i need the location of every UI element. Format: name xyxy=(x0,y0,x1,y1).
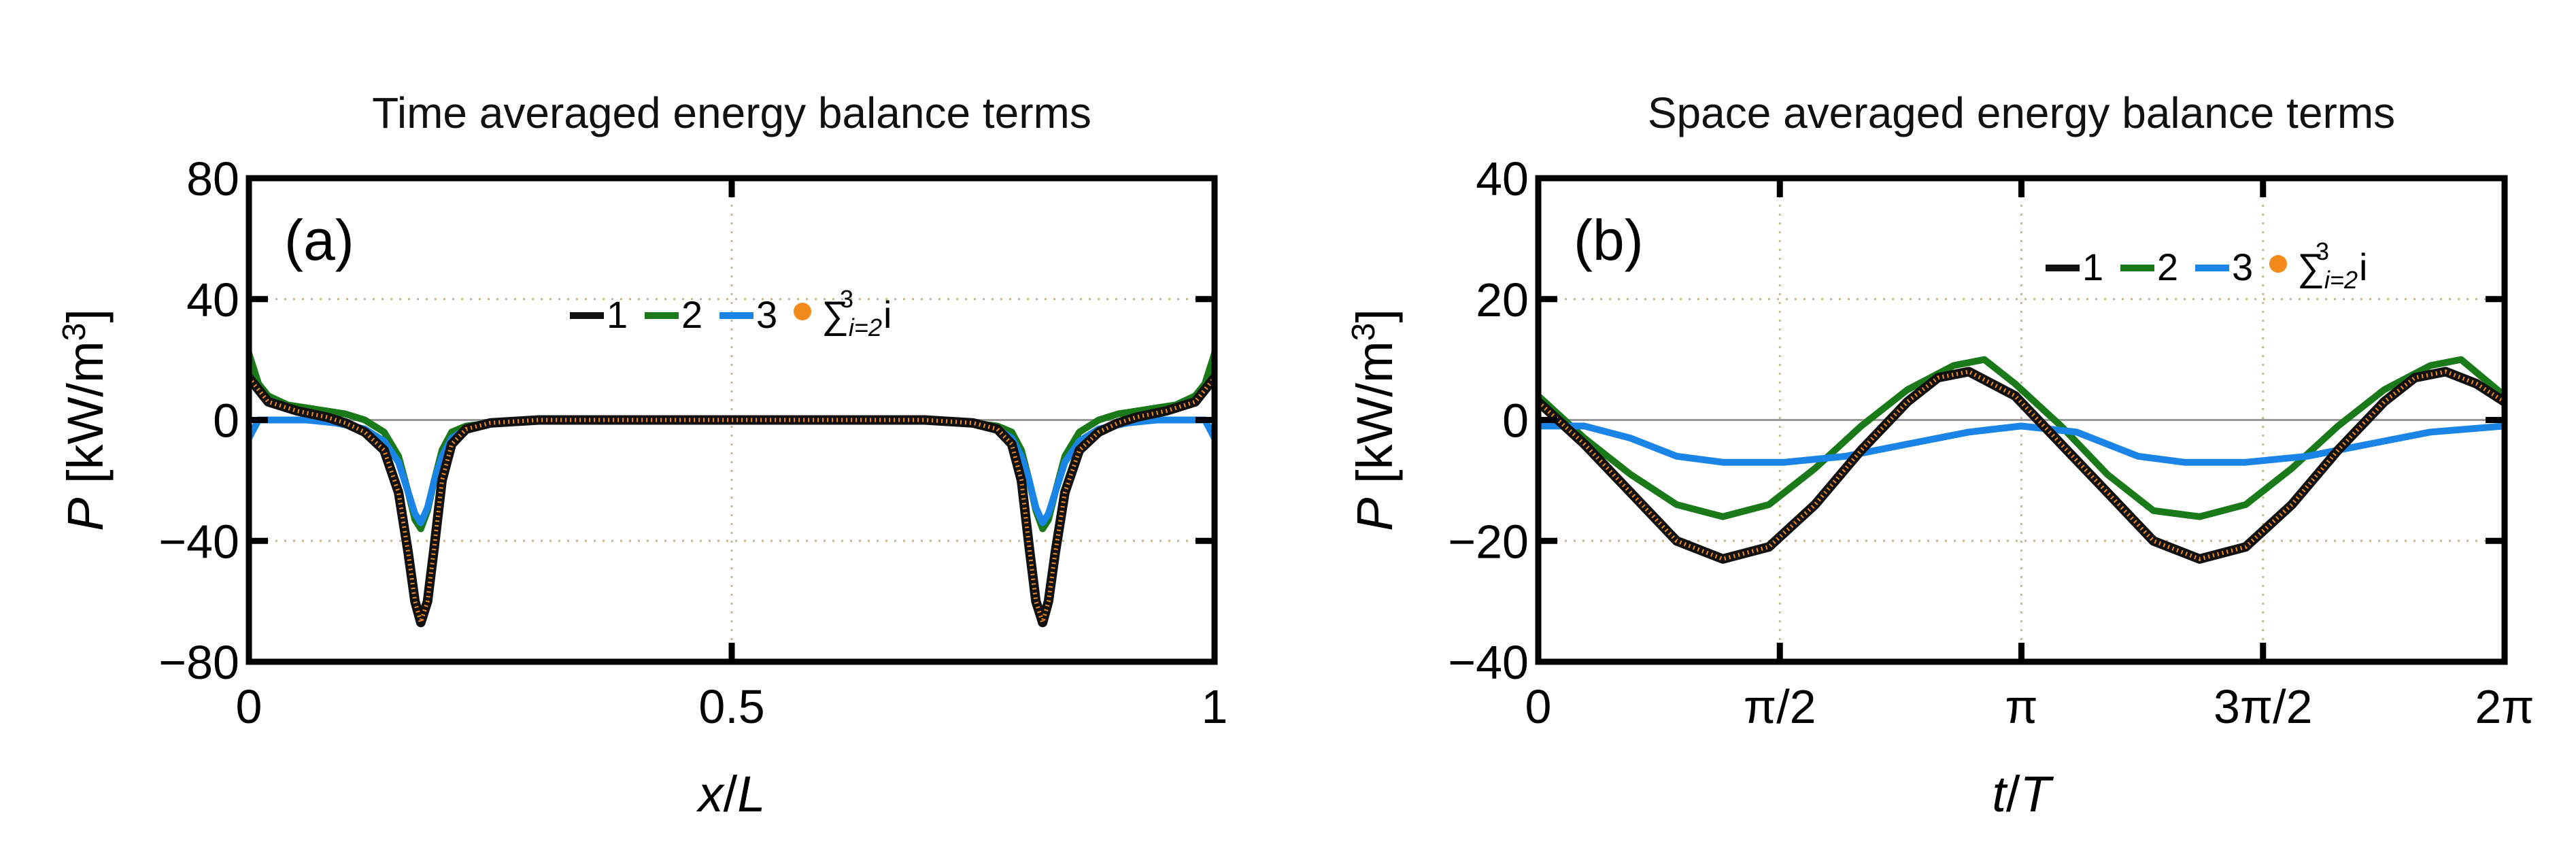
series-1-line xyxy=(1538,367,2505,564)
y-tick-label: −80 xyxy=(158,636,239,689)
series-3-line xyxy=(1538,422,2505,466)
x-tick-label: π xyxy=(2005,680,2037,733)
x-axis-label: t/T xyxy=(1992,766,2054,822)
y-tick-label: 20 xyxy=(1476,273,1529,326)
x-tick-label: π/2 xyxy=(1744,680,1816,733)
series-1-line xyxy=(249,373,1215,628)
x-axis-label: x/L xyxy=(696,766,766,822)
legend: 1 2 3 ∑i=23 i xyxy=(2046,237,2367,294)
series-sum-line xyxy=(1538,369,2505,561)
legend-label: 1 xyxy=(2082,246,2103,288)
series-2-line xyxy=(1538,356,2505,520)
y-axis-label: P [kW/m3] xyxy=(56,309,114,531)
legend-label: 2 xyxy=(2157,246,2178,288)
legend: 1 2 3 ∑i=23 i xyxy=(570,285,892,341)
x-tick-label: 1 xyxy=(1202,680,1228,733)
panel-b: 0 π/2 π 3π/2 2π −40 −20 0 20 40 Space averaged ene… xyxy=(1346,88,2535,822)
x-tick-label: 2π xyxy=(2475,680,2534,733)
y-tick-label: −20 xyxy=(1448,515,1529,568)
x-tick-label: 0 xyxy=(1525,680,1552,733)
series-2-line xyxy=(249,350,1215,533)
y-tick-label: 40 xyxy=(186,273,239,326)
x-tick-label: 0 xyxy=(236,680,262,733)
chart-title: Space averaged energy balance terms xyxy=(1648,88,2395,137)
legend-label-sum: ∑i=23 i xyxy=(2297,237,2367,294)
panel-label: (b) xyxy=(1574,208,1644,272)
legend-label-sum: ∑i=23 i xyxy=(821,285,892,341)
y-tick-label: −40 xyxy=(1448,636,1529,689)
y-axis-label: P [kW/m3] xyxy=(1346,309,1404,531)
legend-label: 2 xyxy=(681,293,702,336)
chart-title: Time averaged energy balance terms xyxy=(372,88,1091,137)
plot-area xyxy=(1538,356,2505,564)
legend-label: 3 xyxy=(2232,246,2253,288)
x-tick-label: 0.5 xyxy=(698,680,764,733)
legend-swatch-sum xyxy=(794,303,811,320)
y-tick-label: 0 xyxy=(213,394,239,448)
y-tick-label: 0 xyxy=(1502,394,1529,448)
y-tick-label: −40 xyxy=(158,515,239,568)
panel-a: 0 0.5 1 −80 −40 0 40 80 Time averaged energy bal… xyxy=(56,88,1228,822)
x-tick-label: 3π/2 xyxy=(2214,680,2313,733)
panel-label: (a) xyxy=(284,208,354,272)
legend-swatch-sum xyxy=(2269,255,2287,273)
legend-label: 1 xyxy=(607,293,628,336)
legend-label: 3 xyxy=(756,293,777,336)
plot-area xyxy=(249,350,1215,628)
y-tick-label: 80 xyxy=(186,152,239,205)
y-tick-label: 40 xyxy=(1476,152,1529,205)
